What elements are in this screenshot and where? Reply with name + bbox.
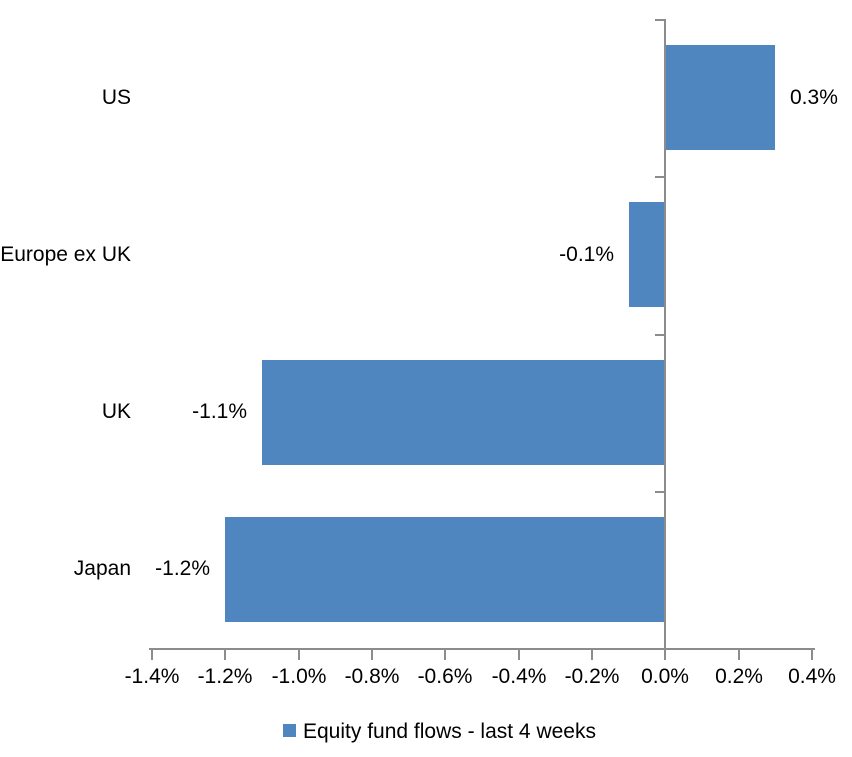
category-axis-tick	[655, 334, 666, 336]
category-label: Europe ex UK	[0, 243, 131, 266]
category-label: US	[101, 86, 131, 109]
category-axis-tick	[655, 176, 666, 178]
bar	[225, 517, 665, 622]
x-axis-line	[149, 648, 815, 650]
x-axis-tick	[371, 648, 373, 660]
bar	[262, 360, 665, 465]
value-axis-zero-line	[664, 19, 666, 660]
category-axis-tick	[655, 19, 666, 21]
bar	[665, 45, 775, 150]
legend-swatch-icon	[283, 724, 296, 737]
category-axis-tick	[655, 491, 666, 493]
x-axis-tick	[811, 648, 813, 660]
x-axis-tick	[444, 648, 446, 660]
x-axis-tick	[518, 648, 520, 660]
x-axis-tick-label: -0.8%	[344, 665, 400, 688]
legend-label: Equity fund flows - last 4 weeks	[303, 720, 596, 743]
x-axis-tick-label: -0.4%	[491, 665, 547, 688]
x-axis-tick-label: 0.0%	[641, 665, 689, 688]
x-axis-tick-label: -0.6%	[417, 665, 473, 688]
x-axis-tick	[151, 648, 153, 660]
bar-value-label: -1.2%	[155, 557, 210, 580]
x-axis-tick-label: -1.2%	[197, 665, 253, 688]
bar	[629, 202, 666, 307]
category-label: UK	[101, 400, 131, 423]
category-label: Japan	[73, 557, 131, 580]
x-axis-tick-label: -0.2%	[564, 665, 620, 688]
x-axis-tick-label: 0.2%	[715, 665, 763, 688]
x-axis-tick	[738, 648, 740, 660]
x-axis-tick-label: 0.4%	[788, 665, 836, 688]
x-axis-tick	[224, 648, 226, 660]
bar-value-label: -1.1%	[192, 400, 247, 423]
x-axis-tick	[591, 648, 593, 660]
x-axis-tick-label: -1.4%	[124, 665, 180, 688]
bar-value-label: -0.1%	[559, 243, 614, 266]
x-axis-tick	[298, 648, 300, 660]
x-axis-tick-label: -1.0%	[271, 665, 327, 688]
bar-value-label: 0.3%	[790, 86, 838, 109]
